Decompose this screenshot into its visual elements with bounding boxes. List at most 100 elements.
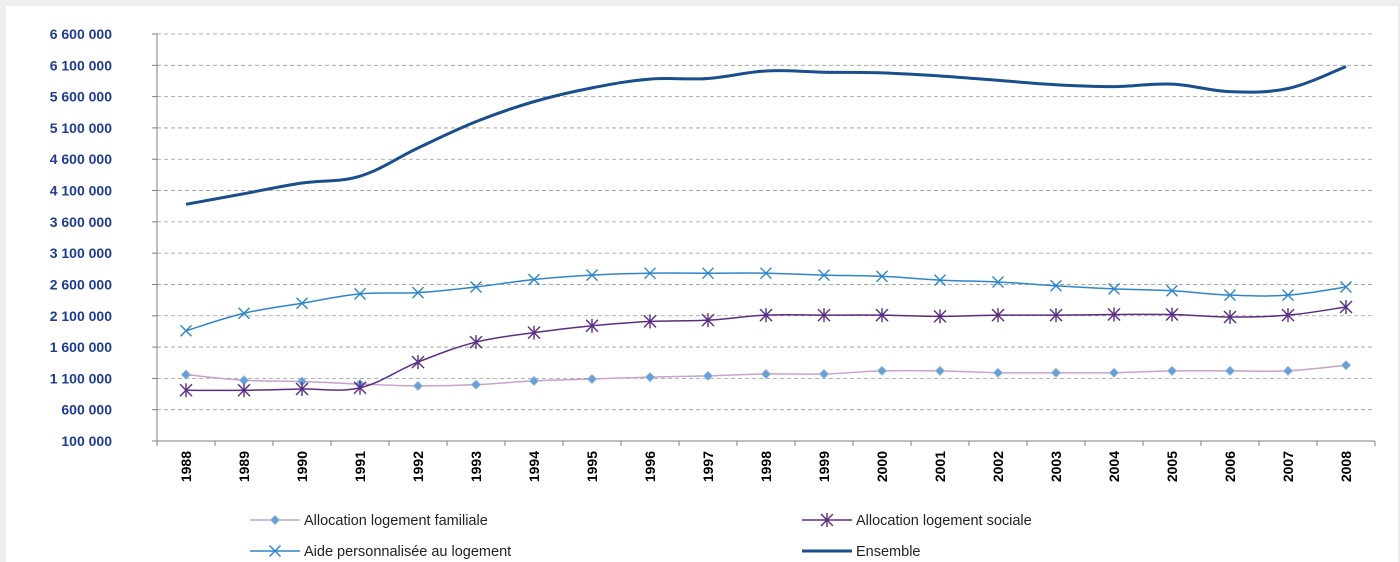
legend-label: Allocation logement sociale: [856, 513, 1032, 529]
data-point-x: [818, 269, 830, 282]
y-tick-label: 5 600 000: [50, 89, 112, 105]
x-tick-label: 2008: [1338, 451, 1354, 482]
data-point-x-stroke: [1340, 280, 1352, 293]
data-point-x-stroke: [934, 274, 946, 287]
data-point-x: [644, 267, 656, 280]
y-tick-label: 1 600 000: [50, 339, 112, 355]
data-point-x: [1108, 282, 1120, 295]
data-point-x: [296, 297, 308, 310]
x-tick-label: 2007: [1280, 451, 1296, 482]
data-point-asterisk: [295, 382, 309, 397]
x-tick-label: 2002: [990, 451, 1006, 482]
y-tick-label: 5 100 000: [50, 120, 112, 136]
data-point-x: [1282, 289, 1294, 302]
x-tick-label: 1999: [816, 451, 832, 482]
x-tick-label: 1998: [758, 451, 774, 482]
y-tick-label: 4 100 000: [50, 183, 112, 199]
axes: [152, 33, 1376, 446]
x-tick-label: 1994: [526, 451, 542, 482]
x-tick-label: 1989: [236, 451, 252, 482]
data-point-x-stroke: [586, 269, 598, 282]
gridlines: [157, 33, 1375, 411]
data-point-x-stroke: [412, 286, 424, 299]
data-point-asterisk: [1223, 310, 1237, 325]
legend-label: Aide personnalisée au logement: [304, 544, 511, 560]
data-point-asterisk: [585, 318, 599, 333]
chart-panel: [6, 6, 1398, 562]
data-point-x-stroke: [760, 267, 772, 280]
data-point-asterisk: [1107, 307, 1121, 322]
x-tick-label: 1997: [700, 451, 716, 482]
data-point-x: [528, 273, 540, 286]
legend-label: Ensemble: [856, 544, 920, 560]
data-point-diamond: [269, 514, 281, 526]
data-point-asterisk: [820, 513, 834, 527]
x-tick-label: 2005: [1164, 451, 1180, 482]
data-point-diamond: [818, 368, 830, 380]
data-point-diamond: [702, 370, 714, 381]
series-aide-personnalis-e-au-logement: [180, 267, 1352, 337]
data-point-asterisk: [527, 325, 541, 340]
data-point-x: [470, 280, 482, 293]
data-point-x-stroke: [296, 297, 308, 310]
x-tick-label: 1993: [468, 451, 484, 482]
data-point-x: [1340, 280, 1352, 293]
data-point-x-stroke: [876, 270, 888, 283]
data-point-x-stroke: [1108, 282, 1120, 295]
data-point-x-stroke: [180, 324, 192, 337]
data-point-x: [586, 269, 598, 282]
data-point-x: [180, 324, 192, 337]
x-tick-label: 2000: [874, 451, 890, 482]
data-point-x-stroke: [644, 267, 656, 280]
data-point-x: [1050, 279, 1062, 292]
data-point-asterisk: [701, 313, 715, 328]
data-point-asterisk: [179, 383, 193, 398]
data-point-asterisk: [1339, 300, 1353, 315]
data-point-x-stroke: [992, 275, 1004, 288]
data-point-x: [1224, 289, 1236, 302]
data-point-diamond: [528, 375, 540, 386]
y-tick-label: 1 100 000: [50, 370, 112, 386]
data-point-asterisk: [1281, 308, 1295, 323]
legend-item: Aide personnalisée au logement: [250, 544, 511, 560]
data-point-x: [760, 267, 772, 280]
data-point-asterisk: [817, 308, 831, 323]
data-point-x: [354, 287, 366, 300]
data-point-diamond: [412, 380, 424, 391]
data-point-asterisk: [1049, 308, 1063, 323]
data-point-asterisk: [933, 309, 947, 324]
y-axis-tick-labels: 100 000 600 000 1 100 000 1 600 000 2 100 00…: [50, 26, 113, 449]
data-point-diamond: [644, 372, 656, 383]
data-point-diamond: [1282, 365, 1294, 376]
data-point-asterisk: [991, 308, 1005, 323]
y-tick-label: 2 600 000: [50, 276, 112, 292]
data-point-x: [269, 545, 281, 557]
legend: Allocation logement familiale Allocation …: [250, 513, 1032, 560]
y-tick-label: 600 000: [61, 402, 112, 418]
data-point-x-stroke: [1224, 289, 1236, 302]
data-point-diamond: [992, 367, 1004, 378]
x-tick-label: 1991: [352, 451, 368, 482]
legend-label: Allocation logement familiale: [304, 513, 488, 529]
data-point-diamond: [586, 373, 598, 385]
data-point-x-stroke: [702, 267, 714, 280]
legend-item: Allocation logement familiale: [250, 513, 488, 529]
data-point-asterisk: [469, 335, 483, 350]
x-tick-label: 2003: [1048, 451, 1064, 482]
data-point-x-stroke: [269, 545, 281, 557]
data-point-diamond: [1108, 367, 1120, 378]
data-point-asterisk: [643, 314, 657, 329]
data-point-asterisk: [237, 383, 251, 398]
data-point-x: [702, 267, 714, 280]
series-allocation-logement-sociale: [179, 300, 1353, 398]
data-point-x-stroke: [238, 307, 250, 320]
data-point-diamond: [1050, 367, 1062, 378]
data-point-x: [412, 286, 424, 299]
x-tick-label: 1990: [294, 451, 310, 482]
data-point-x: [934, 274, 946, 287]
x-axis-tick-labels: 1988 1989 1990 1991 1992 1993 1994 1995 1996 1997…: [178, 451, 1354, 482]
x-tick-label: 2001: [932, 451, 948, 482]
data-point-x-stroke: [528, 273, 540, 286]
data-point-diamond: [470, 379, 482, 390]
data-point-x: [992, 275, 1004, 288]
